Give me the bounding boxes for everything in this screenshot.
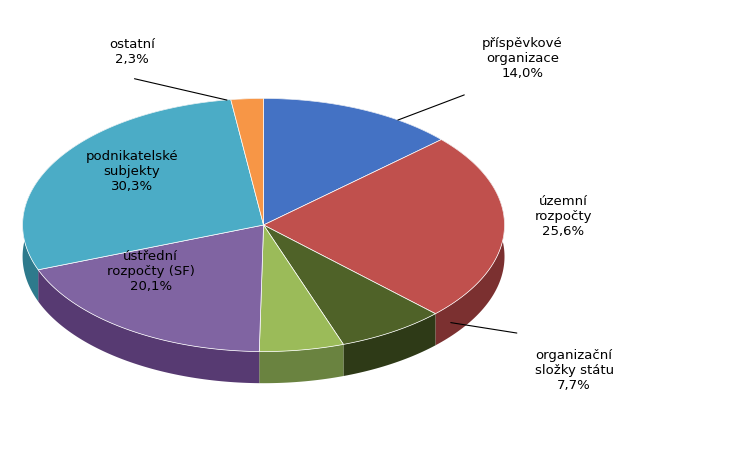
Text: územní
rozpočty
25,6%: územní rozpočty 25,6%	[535, 195, 592, 238]
Polygon shape	[259, 345, 343, 383]
Polygon shape	[264, 99, 441, 172]
Polygon shape	[343, 314, 435, 376]
Polygon shape	[435, 140, 505, 345]
Text: podnikatelské
subjekty
30,3%: podnikatelské subjekty 30,3%	[85, 150, 178, 193]
Text: ústřední
rozpočty (SF)
20,1%: ústřední rozpočty (SF) 20,1%	[107, 249, 194, 292]
Polygon shape	[23, 101, 264, 270]
Polygon shape	[264, 140, 505, 314]
Polygon shape	[38, 226, 264, 352]
Polygon shape	[259, 226, 343, 352]
Polygon shape	[231, 99, 264, 226]
Polygon shape	[231, 99, 264, 132]
Polygon shape	[264, 226, 435, 345]
Polygon shape	[264, 99, 441, 226]
Text: příspěvkové
organizace
14,0%: příspěvkové organizace 14,0%	[482, 37, 562, 80]
Text: ostatní
2,3%: ostatní 2,3%	[109, 38, 154, 66]
Polygon shape	[38, 270, 259, 383]
Text: organizační
složky státu
7,7%: organizační složky státu 7,7%	[535, 348, 614, 391]
Polygon shape	[23, 101, 231, 302]
